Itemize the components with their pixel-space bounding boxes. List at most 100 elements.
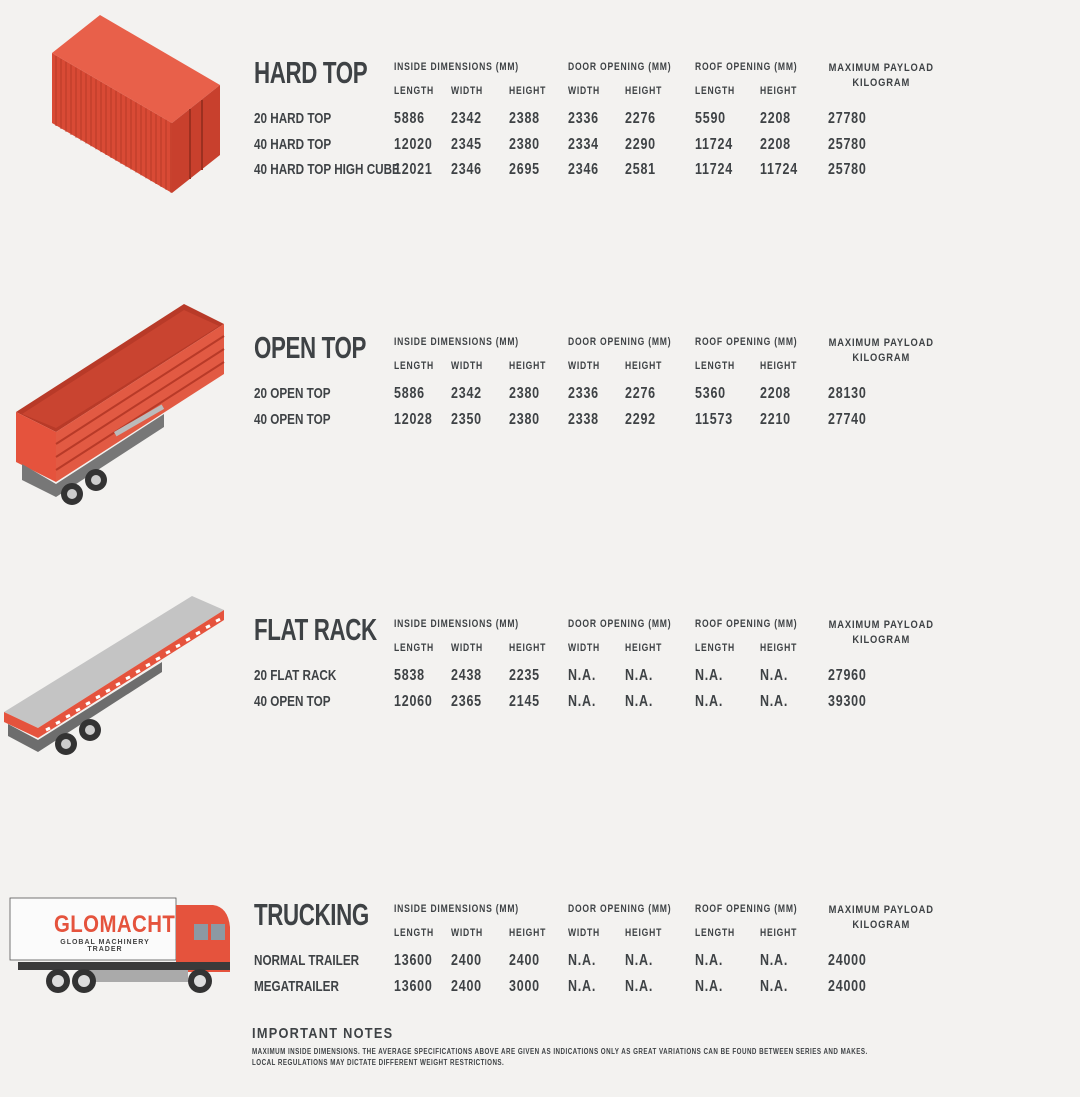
column-header-width: WIDTH bbox=[451, 85, 484, 97]
payload-header-line1: MAXIMUM PAYLOAD bbox=[828, 619, 934, 631]
column-header-width: WIDTH bbox=[451, 642, 484, 654]
glomacht-logo: GLOMACHT GLOBAL MACHINERY TRADER bbox=[45, 911, 176, 953]
section-title: FLAT RACK bbox=[254, 612, 377, 647]
cell-value: 2438 bbox=[451, 667, 482, 684]
column-header-width: WIDTH bbox=[568, 642, 601, 654]
cell-value: 28130 bbox=[828, 385, 867, 402]
inside-dimensions-header: INSIDE DIMENSIONS (MM) bbox=[394, 336, 519, 348]
cell-value: 11573 bbox=[695, 410, 733, 428]
shipping-container-icon bbox=[52, 15, 220, 193]
column-header-height: HEIGHT bbox=[760, 927, 798, 939]
section-title: TRUCKING bbox=[254, 897, 369, 932]
cell-value: 2350 bbox=[451, 410, 482, 428]
row-name: 40 OPEN TOP bbox=[254, 410, 331, 428]
row-name: 20 OPEN TOP bbox=[254, 385, 331, 402]
column-header-height: HEIGHT bbox=[760, 360, 798, 372]
row-name: 40 HARD TOP HIGH CUBE bbox=[254, 161, 400, 178]
cell-value: 2338 bbox=[568, 410, 599, 428]
cell-value: N.A. bbox=[568, 977, 597, 995]
cell-value: 27960 bbox=[828, 667, 867, 684]
cell-value: N.A. bbox=[625, 667, 654, 684]
cell-value: 24000 bbox=[828, 977, 867, 995]
payload-header-line2: KILOGRAM bbox=[852, 919, 911, 931]
cell-value: N.A. bbox=[760, 952, 789, 969]
payload-header: MAXIMUM PAYLOAD KILOGRAM bbox=[826, 61, 937, 91]
cell-value: 2336 bbox=[568, 385, 599, 402]
column-header-height: HEIGHT bbox=[625, 360, 663, 372]
column-header-height: HEIGHT bbox=[509, 85, 547, 97]
cell-value: 12060 bbox=[394, 692, 433, 710]
cell-value: 2290 bbox=[625, 135, 656, 153]
cell-value: N.A. bbox=[695, 692, 724, 710]
row-name: NORMAL TRAILER bbox=[254, 952, 360, 969]
cell-value: 2400 bbox=[509, 952, 540, 969]
cell-value: N.A. bbox=[760, 667, 789, 684]
cell-value: N.A. bbox=[695, 952, 724, 969]
payload-header-line1: MAXIMUM PAYLOAD bbox=[828, 337, 934, 349]
column-header-height: HEIGHT bbox=[625, 85, 663, 97]
cell-value: 5360 bbox=[695, 385, 726, 402]
inside-dimensions-header: INSIDE DIMENSIONS (MM) bbox=[394, 618, 519, 630]
cell-value: 2365 bbox=[451, 692, 482, 710]
column-header-height: HEIGHT bbox=[509, 360, 547, 372]
cell-value: 2380 bbox=[509, 135, 540, 153]
cell-value: N.A. bbox=[760, 977, 789, 995]
cell-value: 5838 bbox=[394, 667, 425, 684]
cell-value: N.A. bbox=[568, 692, 597, 710]
payload-header-line2: KILOGRAM bbox=[852, 77, 911, 89]
cell-value: 11724 bbox=[695, 135, 733, 153]
cell-value: 2345 bbox=[451, 135, 482, 153]
cell-value: 2276 bbox=[625, 110, 656, 127]
cell-value: 27740 bbox=[828, 410, 867, 428]
cell-value: N.A. bbox=[568, 952, 597, 969]
cell-value: 11724 bbox=[760, 161, 798, 178]
logo-name: GLOMACHT bbox=[54, 911, 176, 938]
payload-header-line2: KILOGRAM bbox=[852, 634, 911, 646]
column-header-length: LENGTH bbox=[394, 927, 434, 939]
cell-value: 13600 bbox=[394, 952, 433, 969]
section-title: OPEN TOP bbox=[254, 330, 367, 365]
cell-value: 2276 bbox=[625, 385, 656, 402]
column-header-width: WIDTH bbox=[451, 927, 484, 939]
column-header-length: LENGTH bbox=[695, 85, 735, 97]
door-opening-header: DOOR OPENING (MM) bbox=[568, 336, 672, 348]
cell-value: 2208 bbox=[760, 110, 791, 127]
flat-rack-trailer-icon bbox=[4, 596, 224, 755]
payload-header: MAXIMUM PAYLOAD KILOGRAM bbox=[826, 336, 937, 366]
row-name: 40 OPEN TOP bbox=[254, 692, 331, 710]
column-header-height: HEIGHT bbox=[760, 85, 798, 97]
payload-header: MAXIMUM PAYLOAD KILOGRAM bbox=[826, 903, 937, 933]
cell-value: 2336 bbox=[568, 110, 599, 127]
cell-value: 2210 bbox=[760, 410, 791, 428]
section-open-top: OPEN TOP INSIDE DIMENSIONS (MM) DOOR OPENI… bbox=[0, 304, 1080, 530]
payload-header-line1: MAXIMUM PAYLOAD bbox=[828, 904, 934, 916]
cell-value: 12020 bbox=[394, 135, 433, 153]
cell-value: 2380 bbox=[509, 410, 540, 428]
cell-value: 2400 bbox=[451, 977, 482, 995]
roof-opening-header: ROOF OPENING (MM) bbox=[695, 903, 798, 915]
payload-header-line2: KILOGRAM bbox=[852, 352, 911, 364]
column-header-width: WIDTH bbox=[568, 85, 601, 97]
column-header-length: LENGTH bbox=[394, 360, 434, 372]
cell-value: 2292 bbox=[625, 410, 656, 428]
payload-header-line1: MAXIMUM PAYLOAD bbox=[828, 62, 934, 74]
cell-value: 12028 bbox=[394, 410, 433, 428]
cell-value: 3000 bbox=[509, 977, 540, 995]
column-header-length: LENGTH bbox=[394, 85, 434, 97]
notes-line-1: MAXIMUM INSIDE DIMENSIONS. THE AVERAGE S… bbox=[252, 1047, 868, 1056]
cell-value: 2380 bbox=[509, 385, 540, 402]
cell-value: 2145 bbox=[509, 692, 540, 710]
column-header-height: HEIGHT bbox=[509, 642, 547, 654]
cell-value: N.A. bbox=[625, 692, 654, 710]
door-opening-header: DOOR OPENING (MM) bbox=[568, 903, 672, 915]
column-header-width: WIDTH bbox=[568, 360, 601, 372]
row-name: 20 HARD TOP bbox=[254, 110, 332, 127]
payload-header: MAXIMUM PAYLOAD KILOGRAM bbox=[826, 618, 937, 648]
cell-value: 2342 bbox=[451, 385, 482, 402]
cell-value: 2388 bbox=[509, 110, 540, 127]
cell-value: 11724 bbox=[695, 161, 733, 178]
row-name: 40 HARD TOP bbox=[254, 135, 332, 153]
cell-value: 2346 bbox=[451, 161, 482, 178]
logo-tagline: GLOBAL MACHINERY TRADER bbox=[60, 939, 150, 953]
door-opening-header: DOOR OPENING (MM) bbox=[568, 61, 672, 73]
